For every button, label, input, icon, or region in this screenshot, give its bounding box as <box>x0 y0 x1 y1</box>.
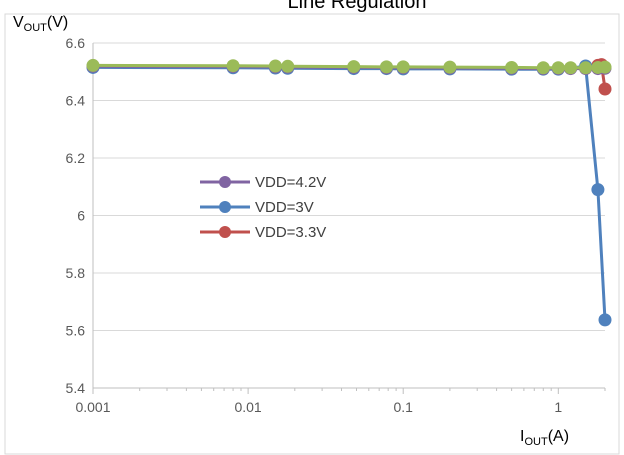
x-tick-label: 1 <box>554 399 562 415</box>
chart-title: Line Regulation <box>288 0 427 13</box>
data-point <box>379 60 393 74</box>
data-point <box>347 60 361 74</box>
x-tick-label: 0.01 <box>234 399 261 415</box>
x-tick-label: 0.1 <box>393 399 413 415</box>
y-tick-label: 6.2 <box>66 150 86 166</box>
data-point <box>564 61 578 75</box>
chart-border <box>4 13 620 455</box>
y-axis-label-unit: (V) <box>47 14 68 31</box>
data-point <box>281 59 295 73</box>
legend-layer: VDD=4.2V VDD=3V VDD=3.3V <box>200 174 326 241</box>
data-point <box>268 59 282 73</box>
y-tick-label: 6.4 <box>66 93 86 109</box>
x-axis-label-unit: (A) <box>548 428 569 445</box>
legend-swatch-marker <box>219 201 231 213</box>
grid-layer <box>93 42 605 331</box>
legend-swatch-marker <box>219 226 231 238</box>
data-point <box>536 61 550 75</box>
data-point <box>86 58 100 72</box>
legend-label: VDD=3V <box>255 199 314 216</box>
x-tick-label: 0.001 <box>75 399 110 415</box>
y-tick-label: 5.8 <box>66 265 86 281</box>
legend-swatch-marker <box>219 176 231 188</box>
data-point <box>598 313 612 327</box>
data-point <box>505 60 519 74</box>
data-point <box>598 82 612 96</box>
data-point <box>443 60 457 74</box>
x-axis-label-sub: OUT <box>524 436 548 448</box>
data-point <box>396 60 410 74</box>
series-layer <box>86 58 612 327</box>
data-point <box>591 183 605 197</box>
x-axis-label-main: I <box>520 428 524 445</box>
y-tick-label: 5.4 <box>66 380 86 396</box>
data-point <box>226 59 240 73</box>
x-axis-label: IOUT(A) <box>520 428 569 448</box>
y-tick-label: 6.6 <box>66 35 86 51</box>
y-tick-label: 5.6 <box>66 323 86 339</box>
legend-label: VDD=4.2V <box>255 174 326 191</box>
series-line-1 <box>92 64 607 320</box>
title-layer: Line Regulation <box>4 0 620 455</box>
y-axis-label: VOUT(V) <box>13 14 68 34</box>
data-point <box>579 61 593 75</box>
data-point <box>598 60 612 74</box>
y-axis-label-main: V <box>13 14 24 31</box>
y-tick-label: 6 <box>77 208 85 224</box>
data-point <box>551 61 565 75</box>
axis-layer: 5.45.65.866.26.46.60.001 0.01 0.1 1VOUT(V)I… <box>13 14 606 448</box>
legend-label: VDD=3.3V <box>255 224 326 241</box>
y-axis-label-sub: OUT <box>24 22 48 34</box>
